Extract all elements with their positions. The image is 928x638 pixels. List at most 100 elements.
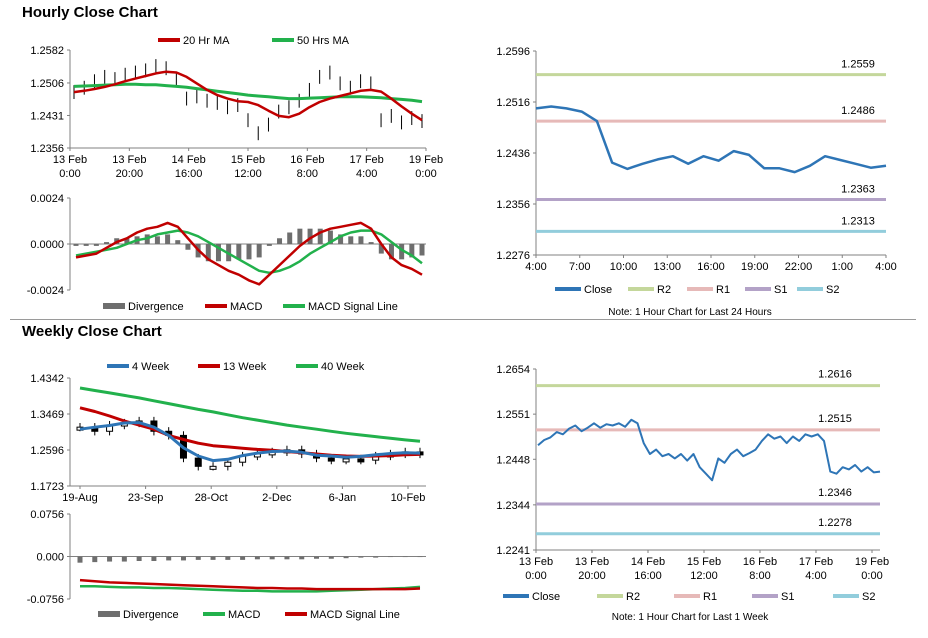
hourly-level-r1-label: 1.2486	[841, 105, 875, 117]
weekly-price-x-tick-label: 10-Feb	[391, 492, 426, 504]
hourly-level-s1-label: 1.2363	[841, 184, 875, 196]
weekly-13wk-legend-label: 13 Week	[223, 361, 267, 373]
weekly-price-x-tick-label: 19-Aug	[62, 492, 97, 504]
hourly-price-x-tick-label: 14 Feb	[172, 154, 206, 166]
hourly-price-x-tick-label: 0:00	[415, 168, 436, 180]
weekly-levels-note: Note: 1 Hour Chart for Last 1 Week	[612, 612, 770, 623]
weekly-levels-s1-legend-label: S1	[781, 591, 794, 603]
weekly-level-r1-label: 1.2515	[818, 413, 852, 425]
hourly-macd-line	[75, 221, 423, 286]
weekly-levels-x-tick-label: 16 Feb	[743, 556, 777, 568]
weekly-4wk-line	[79, 421, 421, 463]
weekly-13wk-line	[79, 406, 421, 458]
hourly-levels-note: Note: 1 Hour Chart for Last 24 Hours	[608, 307, 771, 318]
hourly-price-x-tick-label: 15 Feb	[231, 154, 265, 166]
hourly-price-x-tick-label: 12:00	[234, 168, 262, 180]
hourly-levels-x-tick-label: 7:00	[569, 261, 590, 273]
hourly-price-x-tick-label: 0:00	[59, 168, 80, 180]
hourly-macd-signal-line	[75, 229, 423, 275]
weekly-levels-x-tick-label: 13 Feb	[519, 556, 553, 568]
hourly-price-x-tick-label: 13 Feb	[53, 154, 87, 166]
hourly-50hr-ma-line	[73, 82, 423, 104]
weekly-macd-y-tick-label: -0.0756	[27, 594, 64, 606]
hourly-50hr-ma-legend-label: 50 Hrs MA	[297, 35, 350, 47]
hourly-divergence-legend-label: Divergence	[128, 301, 184, 313]
weekly-candle-body	[194, 457, 202, 467]
hourly-macd-y-tick-label: 0.0000	[30, 239, 64, 251]
weekly-40wk-line	[79, 386, 421, 443]
weekly-levels-x-tick-label: 0:00	[861, 570, 882, 582]
weekly-levels-r1-legend-label: R1	[703, 591, 717, 603]
hourly-price-x-tick-label: 8:00	[297, 168, 318, 180]
weekly-levels-s2-legend-label: S2	[862, 591, 875, 603]
hourly-close-line	[535, 105, 887, 174]
weekly-price-x-tick-label: 23-Sep	[128, 492, 163, 504]
weekly-level-s2-label: 1.2278	[818, 517, 852, 529]
hourly-price-x-tick-label: 16 Feb	[290, 154, 324, 166]
weekly-40wk-legend-label: 40 Week	[321, 361, 365, 373]
weekly-levels-x-tick-label: 15 Feb	[687, 556, 721, 568]
hourly-macd-legend-label: MACD	[230, 301, 262, 313]
hourly-levels-x-tick-label: 4:00	[875, 261, 896, 273]
weekly-price-y-tick-label: 1.3469	[30, 409, 64, 421]
hourly-level-r2-label: 1.2559	[841, 59, 875, 71]
hourly-levels-x-tick-label: 10:00	[610, 261, 638, 273]
weekly-price-x-tick-label: 2-Dec	[262, 492, 292, 504]
hourly-price-y-tick-label: 1.2506	[30, 78, 64, 90]
hourly-price-x-tick-label: 16:00	[175, 168, 203, 180]
weekly-levels-x-tick-label: 19 Feb	[855, 556, 889, 568]
weekly-levels-x-tick-label: 4:00	[805, 570, 826, 582]
hourly-section-title: Hourly Close Chart	[22, 4, 158, 21]
weekly-close-line	[537, 418, 881, 482]
weekly-price-x-tick-label: 6-Jan	[329, 492, 357, 504]
weekly-4wk-legend-label: 4 Week	[132, 361, 170, 373]
weekly-level-s1-label: 1.2346	[818, 487, 852, 499]
weekly-levels-x-tick-label: 17 Feb	[799, 556, 833, 568]
weekly-candle-body	[342, 458, 350, 463]
hourly-price-y-tick-label: 1.2356	[30, 143, 64, 155]
hourly-levels-x-tick-label: 1:00	[832, 261, 853, 273]
weekly-macd-signal-line	[79, 578, 421, 591]
hourly-levels-s2-legend-label: S2	[826, 284, 839, 296]
weekly-macd-y-tick-label: 0.000	[36, 552, 64, 564]
hourly-levels-r2-legend-label: R2	[657, 284, 671, 296]
hourly-price-x-tick-label: 17 Feb	[350, 154, 384, 166]
weekly-levels-y-tick-label: 1.2344	[496, 500, 530, 512]
hourly-levels-s1-legend-label: S1	[774, 284, 787, 296]
weekly-levels-close-legend-label: Close	[532, 591, 560, 603]
hourly-price-x-tick-label: 13 Feb	[112, 154, 146, 166]
hourly-macd-y-tick-label: 0.0024	[30, 193, 64, 205]
hourly-levels-y-tick-label: 1.2276	[496, 250, 530, 262]
weekly-levels-x-tick-label: 13 Feb	[575, 556, 609, 568]
hourly-20hr-ma-legend-label: 20 Hr MA	[183, 35, 230, 47]
hourly-levels-x-tick-label: 16:00	[697, 261, 725, 273]
weekly-level-r2-label: 1.2616	[818, 369, 852, 381]
weekly-levels-y-tick-label: 1.2551	[496, 409, 530, 421]
weekly-levels-y-tick-label: 1.2654	[496, 364, 530, 376]
weekly-levels-r2-legend-label: R2	[626, 591, 640, 603]
hourly-levels-r1-legend-label: R1	[716, 284, 730, 296]
hourly-levels-close-legend-label: Close	[584, 284, 612, 296]
hourly-price-y-tick-label: 1.2582	[30, 45, 64, 57]
hourly-divergence-legend-swatch	[103, 303, 125, 309]
hourly-20hr-ma-line	[73, 70, 423, 122]
weekly-price-y-tick-label: 1.4342	[30, 373, 64, 385]
weekly-levels-y-tick-label: 1.2241	[496, 545, 530, 557]
weekly-candle-body	[224, 461, 232, 467]
hourly-levels-x-tick-label: 19:00	[741, 261, 769, 273]
hourly-levels-y-tick-label: 1.2516	[496, 97, 530, 109]
weekly-divergence-legend-label: Divergence	[123, 609, 179, 621]
section-divider	[10, 319, 916, 320]
weekly-levels-x-tick-label: 0:00	[525, 570, 546, 582]
hourly-level-s2-label: 1.2313	[841, 215, 875, 227]
hourly-price-y-tick-label: 1.2431	[30, 110, 64, 122]
weekly-macd-y-tick-label: 0.0756	[30, 509, 64, 521]
weekly-levels-x-tick-label: 16:00	[634, 570, 662, 582]
hourly-levels-x-tick-label: 13:00	[653, 261, 681, 273]
hourly-levels-x-tick-label: 22:00	[785, 261, 813, 273]
hourly-price-x-tick-label: 4:00	[356, 168, 377, 180]
hourly-levels-y-tick-label: 1.2596	[496, 46, 530, 58]
weekly-levels-x-tick-label: 8:00	[749, 570, 770, 582]
weekly-levels-y-tick-label: 1.2448	[496, 454, 530, 466]
